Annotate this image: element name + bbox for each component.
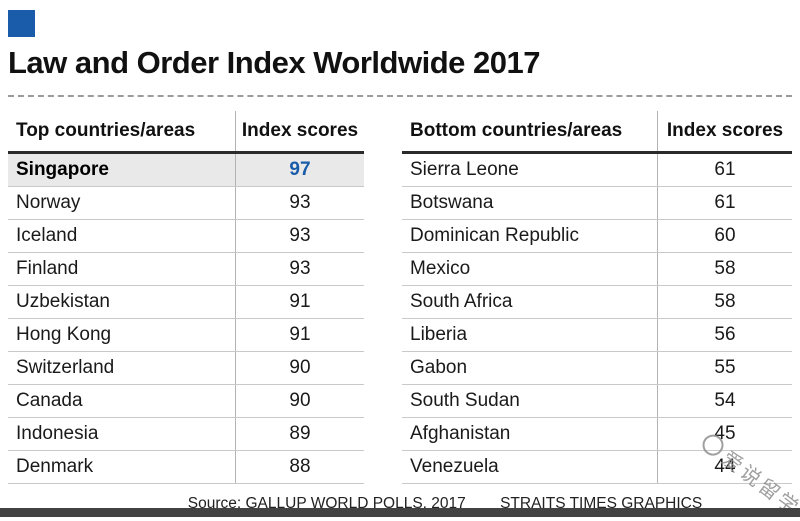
country-cell: Canada <box>16 389 83 411</box>
title-divider <box>8 94 792 97</box>
source-text: Source: GALLUP WORLD POLLS, 2017 <box>187 494 466 512</box>
table-row: Gabon 55 <box>402 351 792 385</box>
country-cell: Denmark <box>16 455 94 477</box>
country-cell: Norway <box>16 191 81 213</box>
score-cell: 90 <box>235 384 364 417</box>
score-cell: 88 <box>235 450 364 483</box>
score-cell: 44 <box>657 450 792 483</box>
country-cell: Dominican Republic <box>410 224 579 246</box>
table-row: Switzerland 90 <box>8 351 364 385</box>
country-cell: Singapore <box>16 158 109 180</box>
score-cell: 58 <box>657 285 792 318</box>
brand-square <box>8 10 35 37</box>
score-cell: 61 <box>657 186 792 219</box>
score-cell: 90 <box>235 351 364 384</box>
score-cell: 58 <box>657 252 792 285</box>
score-cell: 55 <box>657 351 792 384</box>
column-header-index-scores: Index scores <box>657 110 792 151</box>
table-row: Singapore 97 <box>8 153 364 187</box>
country-cell: Indonesia <box>16 422 99 444</box>
table-row: Venezuela 44 <box>402 450 792 484</box>
score-cell: 97 <box>235 153 364 186</box>
country-cell: Iceland <box>16 224 78 246</box>
country-cell: Finland <box>16 257 79 279</box>
country-cell: Venezuela <box>410 455 499 477</box>
score-cell: 61 <box>657 153 792 186</box>
table-row: Hong Kong 91 <box>8 318 364 352</box>
top-countries-table: Top countries/areas Index scores Singapo… <box>8 110 364 484</box>
table-row: Indonesia 89 <box>8 417 364 451</box>
country-cell: Liberia <box>410 323 468 345</box>
score-cell: 93 <box>235 219 364 252</box>
column-header-index-scores: Index scores <box>235 110 364 151</box>
table-row: South Sudan 54 <box>402 384 792 418</box>
score-cell: 93 <box>235 186 364 219</box>
table-row: Finland 93 <box>8 252 364 286</box>
country-cell: Mexico <box>410 257 471 279</box>
country-cell: South Sudan <box>410 389 520 411</box>
bottom-countries-table: Bottom countries/areas Index scores Sier… <box>402 110 792 484</box>
country-cell: Sierra Leone <box>410 158 519 180</box>
country-cell: Hong Kong <box>16 323 112 345</box>
table-row: Iceland 93 <box>8 219 364 253</box>
score-cell: 93 <box>235 252 364 285</box>
score-cell: 91 <box>235 285 364 318</box>
table-row: Uzbekistan 91 <box>8 285 364 319</box>
table-header-row: Top countries/areas Index scores <box>8 110 364 154</box>
table-row: Botswana 61 <box>402 186 792 220</box>
country-cell: South Africa <box>410 290 513 312</box>
score-cell: 56 <box>657 318 792 351</box>
country-cell: Uzbekistan <box>16 290 110 312</box>
table-row: Mexico 58 <box>402 252 792 286</box>
table-row: South Africa 58 <box>402 285 792 319</box>
bottom-bar <box>0 508 800 517</box>
country-cell: Afghanistan <box>410 422 511 444</box>
score-cell: 60 <box>657 219 792 252</box>
country-cell: Botswana <box>410 191 494 213</box>
table-row: Norway 93 <box>8 186 364 220</box>
column-header-bottom-countries: Bottom countries/areas <box>410 119 623 141</box>
score-cell: 89 <box>235 417 364 450</box>
page-title: Law and Order Index Worldwide 2017 <box>8 45 540 80</box>
source-line: Source: GALLUP WORLD POLLS, 2017 STRAITS… <box>8 495 792 513</box>
table-row: Afghanistan 45 <box>402 417 792 451</box>
table-row: Denmark 88 <box>8 450 364 484</box>
column-header-top-countries: Top countries/areas <box>16 119 196 141</box>
score-cell: 91 <box>235 318 364 351</box>
country-cell: Gabon <box>410 356 468 378</box>
table-header-row: Bottom countries/areas Index scores <box>402 110 792 154</box>
table-row: Canada 90 <box>8 384 364 418</box>
score-cell: 54 <box>657 384 792 417</box>
score-cell: 45 <box>657 417 792 450</box>
tables-container: Top countries/areas Index scores Singapo… <box>8 110 792 484</box>
table-row: Sierra Leone 61 <box>402 153 792 187</box>
table-row: Liberia 56 <box>402 318 792 352</box>
credit-text: STRAITS TIMES GRAPHICS <box>500 494 703 512</box>
table-row: Dominican Republic 60 <box>402 219 792 253</box>
country-cell: Switzerland <box>16 356 115 378</box>
